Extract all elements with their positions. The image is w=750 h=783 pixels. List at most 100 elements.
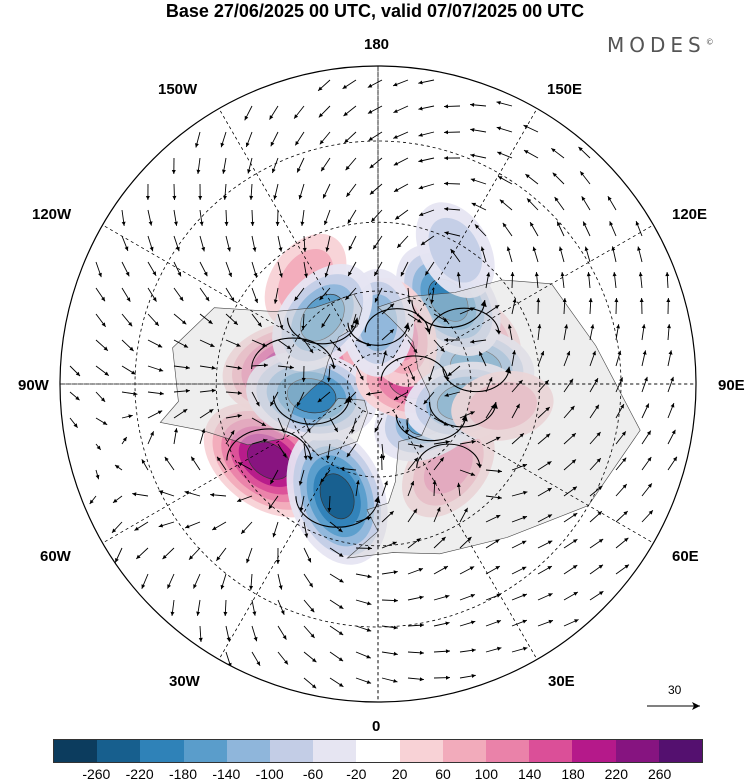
- streamline: [428, 307, 500, 335]
- wind-vector: [433, 313, 449, 323]
- colorbar-swatch: [442, 740, 487, 762]
- wind-vector: [554, 196, 565, 211]
- wind-vector: [340, 466, 357, 471]
- wind-vector: [428, 365, 435, 382]
- wind-vector: [329, 651, 344, 662]
- wind-vector: [147, 287, 157, 302]
- wind-vector: [459, 594, 476, 601]
- wind-vector: [198, 183, 203, 201]
- wind-vector: [367, 79, 383, 88]
- wind-vector: [393, 157, 409, 166]
- wind-vector: [112, 495, 123, 504]
- wind-vector: [147, 313, 160, 327]
- wind-vector: [225, 430, 235, 445]
- wind-vector: [184, 521, 201, 529]
- wind-vector: [301, 365, 306, 383]
- wind-vector: [485, 646, 502, 653]
- wind-vector: [379, 453, 384, 471]
- wind-vector: [220, 573, 227, 590]
- wind-vector: [381, 328, 395, 341]
- wind-vector: [581, 196, 591, 211]
- wind-vector: [247, 157, 253, 174]
- wind-vector: [485, 304, 500, 315]
- wind-vector: [459, 648, 476, 653]
- wind-vector: [147, 339, 163, 348]
- wind-vector: [615, 403, 625, 419]
- wind-vector: [172, 183, 177, 201]
- wind-vector: [244, 105, 253, 121]
- wind-vector: [303, 261, 308, 278]
- wind-vector: [251, 287, 258, 304]
- wind-vector: [563, 619, 579, 627]
- wind-vector: [167, 573, 175, 589]
- lon-label-60w: 60W: [40, 548, 71, 565]
- wind-vector: [496, 101, 513, 107]
- wind-vector: [347, 209, 357, 224]
- wind-vector: [121, 391, 138, 396]
- wind-vector: [396, 235, 409, 249]
- wind-vector: [114, 547, 123, 563]
- wind-vector: [444, 231, 461, 237]
- wind-vector: [147, 391, 164, 396]
- wind-vectors: [69, 79, 678, 689]
- wind-vector: [394, 209, 409, 220]
- wind-vector: [433, 507, 441, 523]
- wind-vector: [407, 457, 419, 471]
- wind-vector: [303, 339, 314, 354]
- wind-vector: [638, 272, 643, 289]
- wind-vector: [344, 391, 357, 404]
- wind-vector: [303, 677, 317, 689]
- wind-vector: [667, 402, 675, 419]
- wind-vector: [225, 391, 242, 395]
- colorbar-swatch: [97, 740, 141, 762]
- wind-vector: [381, 570, 398, 575]
- wind-vector: [641, 403, 650, 419]
- wind-vector: [374, 417, 383, 433]
- wind-vector: [485, 377, 493, 393]
- wind-vector: [433, 565, 449, 575]
- wind-vector: [407, 480, 415, 497]
- wind-vector: [277, 261, 283, 278]
- wind-vector: [199, 209, 204, 226]
- wind-vector: [223, 183, 227, 200]
- wind-vector: [563, 512, 578, 523]
- wind-vector: [184, 490, 201, 497]
- wind-vector: [485, 593, 502, 601]
- wind-vector: [277, 599, 285, 615]
- wind-vector: [615, 350, 622, 367]
- wind-vector: [147, 410, 163, 419]
- wind-vector: [275, 209, 280, 227]
- wind-vector: [325, 235, 331, 252]
- wind-vector: [135, 547, 149, 560]
- streamline: [416, 443, 481, 468]
- wind-vector: [532, 246, 539, 263]
- wind-vector: [199, 365, 216, 370]
- wind-vector: [381, 480, 388, 497]
- wind-vector: [236, 495, 253, 502]
- wind-vector: [251, 625, 258, 642]
- wind-vector: [443, 338, 461, 342]
- wind-vector: [607, 195, 617, 211]
- streamline: [380, 355, 449, 381]
- wind-vector: [329, 339, 342, 352]
- wind-vector: [588, 297, 593, 315]
- wind-vector: [173, 235, 180, 252]
- wind-vector: [433, 417, 449, 426]
- wind-vector: [443, 104, 461, 109]
- wind-vector: [298, 469, 305, 486]
- wind-vector: [459, 674, 476, 679]
- wind-vector: [589, 350, 596, 367]
- wind-vector: [667, 456, 678, 471]
- wind-vector: [69, 391, 80, 401]
- reference-vector-label: 30: [668, 683, 682, 697]
- wind-vector: [277, 443, 287, 458]
- wind-vector: [329, 573, 344, 583]
- colorbar-swatch: [226, 740, 271, 762]
- wind-vector: [407, 677, 424, 682]
- wind-vector: [485, 539, 500, 549]
- wind-vector: [95, 469, 100, 480]
- wind-vector: [459, 507, 468, 523]
- wind-vector: [665, 271, 670, 289]
- colorbar: [53, 739, 703, 763]
- wind-vector: [303, 521, 309, 538]
